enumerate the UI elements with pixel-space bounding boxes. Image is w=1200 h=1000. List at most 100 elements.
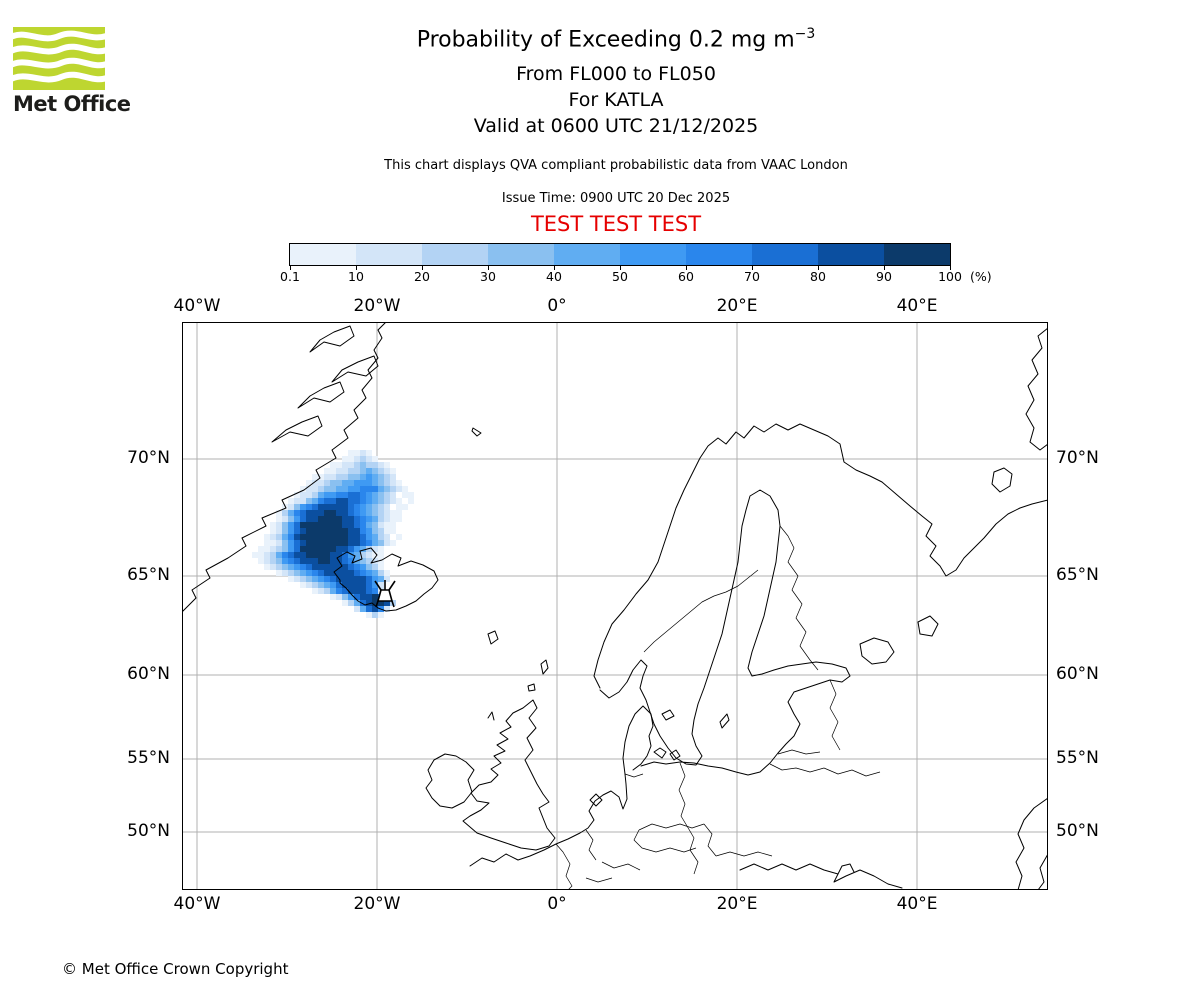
country-borders	[555, 525, 881, 891]
colorbar-tick	[752, 266, 753, 270]
greenland-fjords	[297, 381, 345, 409]
colorbar-tick	[356, 266, 357, 270]
colorbar-tick-label: 50	[612, 269, 628, 284]
ijsselmeer	[589, 793, 603, 807]
caspian-coastline	[1015, 797, 1049, 891]
lake-vanern	[661, 709, 675, 721]
colorbar-segment	[422, 244, 488, 265]
colorbar-segment	[620, 244, 686, 265]
qva-compliance-note: This chart displays QVA compliant probab…	[384, 158, 848, 173]
subtitle-volcano: For KATLA	[568, 89, 664, 111]
ireland-coastline	[425, 753, 475, 809]
page-title: Probability of Exceeding 0.2 mg m−3	[16, 26, 1200, 52]
latitude-label-left: 60°N	[127, 664, 170, 684]
shetland-islands	[540, 659, 549, 675]
page-title-exponent: −3	[794, 26, 816, 42]
colorbar-unit-label: (%)	[970, 269, 992, 284]
white-sea-island	[991, 467, 1013, 493]
greenland-fjords	[271, 415, 323, 443]
latitude-label-left: 65°N	[127, 565, 170, 585]
crimea	[837, 863, 855, 875]
baltic-coastline	[599, 489, 851, 776]
volcano-marker-icon	[374, 580, 396, 608]
copyright-notice: © Met Office Crown Copyright	[62, 960, 289, 978]
jan-mayen-island	[471, 427, 482, 437]
longitude-label-bottom: 40°W	[173, 894, 221, 914]
colorbar-tick	[554, 266, 555, 270]
colorbar-segment	[884, 244, 950, 265]
colorbar-tick	[686, 266, 687, 270]
colorbar-tick	[620, 266, 621, 270]
faroe-islands	[487, 630, 499, 645]
colorbar-tick-label: 70	[744, 269, 760, 284]
colorbar-tick-label: 100	[938, 269, 962, 284]
longitude-label-bottom: 20°E	[716, 894, 758, 914]
greenland-fjords	[331, 355, 379, 383]
page-title-text: Probability of Exceeding 0.2 mg m	[416, 27, 795, 53]
iceland-coastline	[333, 547, 439, 612]
lake-ladoga	[859, 637, 895, 665]
colorbar-segment	[752, 244, 818, 265]
lat-lon-gridlines	[182, 322, 1048, 890]
colorbar-segment	[290, 244, 356, 265]
greenland-coastline	[181, 321, 387, 613]
colorbar-tick-label: 40	[546, 269, 562, 284]
great-britain-coastline	[462, 699, 556, 851]
subtitle-flight-levels: From FL000 to FL050	[516, 63, 716, 85]
colorbar-tick-label: 80	[810, 269, 826, 284]
colorbar-segment	[686, 244, 752, 265]
met-office-logo-waves-icon	[13, 27, 105, 90]
colorbar-tick	[422, 266, 423, 270]
colorbar-tick-label: 90	[876, 269, 892, 284]
latitude-label-left: 50°N	[127, 821, 170, 841]
colorbar-segment	[488, 244, 554, 265]
caspian-coastline	[1037, 853, 1049, 891]
colorbar-segment	[356, 244, 422, 265]
longitude-label-top: 20°W	[353, 296, 401, 316]
lake-onega	[917, 615, 939, 637]
latitude-label-right: 70°N	[1056, 448, 1099, 468]
latitude-label-right: 50°N	[1056, 821, 1099, 841]
colorbar-segment	[554, 244, 620, 265]
map-border	[182, 322, 1048, 890]
orkney-islands	[527, 683, 536, 692]
colorbar-tick	[290, 266, 291, 270]
hebrides	[487, 711, 495, 721]
longitude-label-bottom: 40°E	[896, 894, 938, 914]
colorbar-tick-label: 10	[348, 269, 364, 284]
colorbar-tick-label: 30	[480, 269, 496, 284]
met-office-logo: Met Office	[13, 27, 133, 116]
longitude-label-bottom: 0°	[547, 894, 567, 914]
issue-time: Issue Time: 0900 UTC 20 Dec 2025	[501, 191, 731, 206]
latitude-label-right: 65°N	[1056, 565, 1099, 585]
barents-coastline	[1025, 327, 1049, 451]
longitude-label-top: 40°W	[173, 296, 221, 316]
greenland-fjords	[309, 325, 355, 353]
map-frame	[181, 321, 1049, 891]
colorbar-tick	[488, 266, 489, 270]
colorbar-tick	[884, 266, 885, 270]
longitude-label-top: 40°E	[896, 296, 938, 316]
colorbar-tick	[950, 266, 951, 270]
colorbar-tick	[818, 266, 819, 270]
probability-colorbar	[289, 243, 951, 266]
latitude-label-left: 55°N	[127, 748, 170, 768]
longitude-label-top: 0°	[547, 296, 567, 316]
subtitle-valid-time: Valid at 0600 UTC 21/12/2025	[473, 115, 759, 137]
latitude-label-right: 55°N	[1056, 748, 1099, 768]
colorbar-tick-label: 0.1	[280, 269, 300, 284]
colorbar-tick-label: 20	[414, 269, 430, 284]
latitude-label-right: 60°N	[1056, 664, 1099, 684]
norway-kola-coastline	[593, 423, 1049, 689]
test-banner: TEST TEST TEST	[530, 212, 702, 236]
gotland-island	[719, 713, 730, 729]
coastlines	[181, 321, 1049, 891]
met-office-logo-text: Met Office	[13, 92, 131, 116]
colorbar-tick-label: 60	[678, 269, 694, 284]
longitude-label-top: 20°E	[716, 296, 758, 316]
longitude-label-bottom: 20°W	[353, 894, 401, 914]
danish-islands	[653, 747, 667, 759]
latitude-label-left: 70°N	[127, 448, 170, 468]
continental-coastline	[469, 773, 628, 867]
